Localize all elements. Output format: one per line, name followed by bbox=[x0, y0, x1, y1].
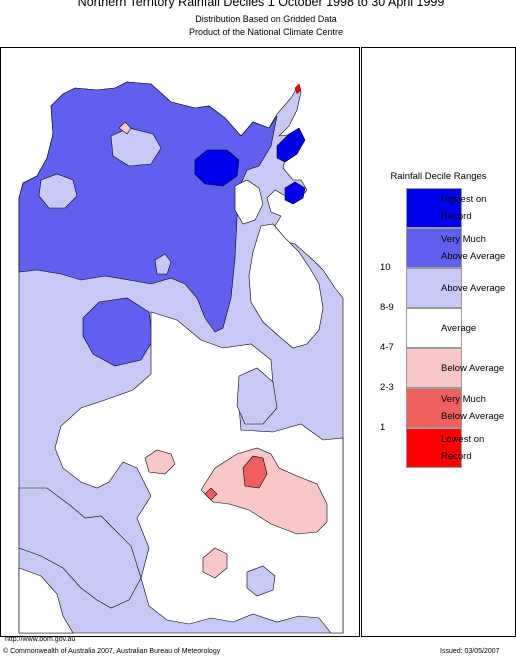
map-canvas bbox=[18, 81, 344, 634]
region-below-average-main bbox=[200, 447, 328, 535]
region-very-much-below-average bbox=[242, 455, 268, 489]
legend-label: Lowest on Record bbox=[441, 434, 485, 462]
footer-url: http://www.bom.gov.au bbox=[5, 636, 76, 643]
legend-label: Above Average bbox=[441, 282, 506, 294]
legend-panel: Rainfall Decile Ranges Highest on Record… bbox=[361, 47, 516, 637]
legend-title: Rainfall Decile Ranges bbox=[390, 171, 487, 182]
footer-issued-date: Issued: 03/05/2007 bbox=[440, 648, 500, 655]
region-above-average-inlet-1 bbox=[110, 127, 162, 167]
region-highest-on-record-2 bbox=[276, 127, 306, 163]
rainfall-decile-map bbox=[0, 47, 360, 637]
map-subtitle-product: Product of the National Climate Centre bbox=[188, 27, 344, 37]
region-below-average-west bbox=[144, 449, 176, 475]
legend-item: 2-3 Below Average bbox=[362, 348, 515, 393]
region-above-average-south bbox=[246, 565, 276, 597]
legend-label: Below Average bbox=[441, 362, 505, 374]
region-very-much-above-north bbox=[18, 81, 278, 333]
legend-color-swatch bbox=[406, 268, 462, 308]
legend-item: 8-9 Above Average bbox=[362, 268, 515, 313]
legend-decile-range: 4-7 bbox=[380, 342, 394, 353]
map-subtitle-distribution: Distribution Based on Gridded Data bbox=[195, 14, 337, 24]
region-average-east-inlet bbox=[234, 179, 264, 225]
legend-color-swatch bbox=[406, 188, 462, 228]
legend-color-swatch bbox=[406, 308, 462, 348]
legend-decile-range: 10 bbox=[380, 262, 391, 273]
region-above-average-east bbox=[236, 367, 278, 425]
legend-label: Very Much Above Average bbox=[441, 234, 506, 262]
legend-color-swatch bbox=[406, 388, 462, 428]
legend-decile-range: 2-3 bbox=[380, 382, 394, 393]
legend-item: 10 Very Much Above Average bbox=[362, 228, 515, 273]
region-above-average-southwest bbox=[18, 487, 142, 609]
region-below-average-south bbox=[202, 547, 228, 579]
region-highest-on-record-1 bbox=[194, 149, 240, 187]
region-above-average-inlet-2 bbox=[38, 173, 78, 209]
legend-item: Lowest on Record bbox=[362, 428, 515, 468]
legend-item: 4-7 Average bbox=[362, 308, 515, 353]
region-highest-on-record-3 bbox=[284, 181, 306, 205]
region-very-much-above-west bbox=[82, 297, 154, 367]
region-average-east-strip bbox=[248, 223, 324, 349]
legend-color-swatch bbox=[406, 348, 462, 388]
legend-decile-range: 8-9 bbox=[380, 302, 394, 313]
legend-color-swatch bbox=[406, 228, 462, 268]
legend-label: Highest on Record bbox=[441, 194, 487, 222]
region-very-much-below-average-small bbox=[204, 487, 218, 501]
region-above-average-inlet-3 bbox=[154, 253, 172, 275]
legend-item: Highest on Record bbox=[362, 188, 515, 228]
footer-copyright: © Commonwealth of Australia 2007, Austra… bbox=[3, 648, 221, 655]
region-lowest-on-record bbox=[294, 83, 302, 95]
legend-decile-range: 1 bbox=[380, 422, 386, 433]
legend-color-swatch bbox=[406, 428, 462, 468]
region-average-southwest bbox=[18, 567, 74, 634]
legend-label: Average bbox=[441, 322, 477, 334]
legend-item: 1 Very Much Below Average bbox=[362, 388, 515, 433]
map-title: Northern Territory Rainfall Deciles 1 Oc… bbox=[77, 0, 445, 9]
region-below-average-north bbox=[118, 121, 132, 135]
legend-label: Very Much Below Average bbox=[441, 394, 505, 422]
